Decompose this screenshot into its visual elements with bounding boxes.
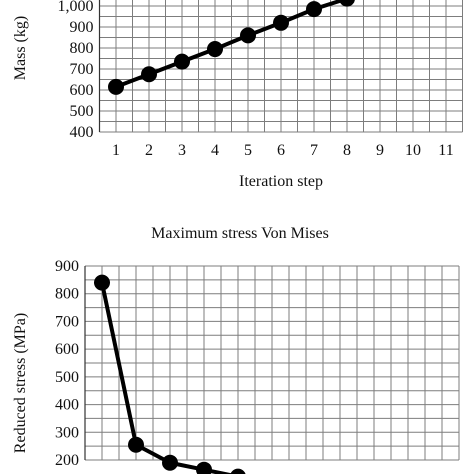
mass-chart-x-tick-label: 2	[145, 142, 153, 159]
stress-chart-data-point	[230, 468, 246, 474]
mass-chart-y-tick-label: 800	[70, 40, 94, 57]
mass-chart-data-point	[306, 1, 322, 18]
stress-chart-title: Maximum stress Von Mises	[151, 225, 329, 242]
mass-chart-x-tick-label: 6	[277, 142, 285, 159]
stress-chart-y-tick-label: 200	[55, 452, 79, 469]
mass-chart-x-tick-label: 1	[112, 142, 120, 159]
mass-chart-y-tick-label: 700	[70, 61, 94, 78]
stress-chart-y-axis-label: Reduced stress (MPa)	[12, 313, 29, 453]
mass-chart-x-tick-label: 7	[310, 142, 318, 159]
mass-chart-y-axis-label: Mass (kg)	[12, 16, 29, 80]
stress-chart-y-tick-label: 400	[55, 397, 79, 414]
mass-chart-data-point	[207, 41, 223, 58]
mass-chart-x-tick-label: 8	[343, 142, 351, 159]
mass-chart-x-tick-label: 4	[211, 142, 219, 159]
stress-chart-y-tick-label: 600	[55, 341, 79, 358]
mass-chart-data-point	[240, 27, 256, 44]
mass-chart: 400 500 600 700 800 900 1,000 1 2 3 4 5 6 7 8 9 10 11	[58, 0, 463, 159]
mass-chart-x-tick-label: 3	[178, 142, 186, 159]
stress-chart-y-tick-label: 500	[55, 369, 79, 386]
mass-chart-y-tick-label: 900	[70, 19, 94, 36]
mass-chart-x-tick-label: 9	[376, 142, 384, 159]
mass-chart-data-point	[339, 0, 355, 7]
mass-chart-y-tick-label: 1,000	[58, 0, 94, 15]
stress-chart-y-tick-label: 300	[55, 424, 79, 441]
mass-chart-y-tick-label: 500	[70, 103, 94, 120]
mass-chart-data-point	[108, 78, 124, 95]
mass-chart-x-tick-label: 5	[244, 142, 252, 159]
stress-chart-y-tick-label: 700	[55, 313, 79, 330]
mass-chart-x-tick-label: 11	[438, 142, 453, 159]
stress-chart-data-point	[162, 454, 178, 471]
stress-chart-y-tick-label: 800	[55, 286, 79, 303]
stress-chart-y-tick-label: 900	[55, 258, 79, 275]
mass-chart-data-point	[174, 53, 190, 70]
mass-chart-y-tick-label: 400	[70, 124, 94, 141]
stress-chart-data-point	[196, 461, 212, 474]
stress-chart-data-point	[94, 274, 110, 291]
mass-chart-x-axis-label: Iteration step	[239, 173, 323, 190]
stress-chart-data-point	[128, 436, 144, 453]
mass-chart-data-point	[141, 66, 157, 83]
mass-chart-x-tick-label: 10	[405, 142, 421, 159]
mass-chart-data-point	[273, 14, 289, 31]
stress-chart: 200 300 400 500 600 700 800 900	[55, 258, 460, 474]
mass-chart-y-tick-label: 600	[70, 82, 94, 99]
